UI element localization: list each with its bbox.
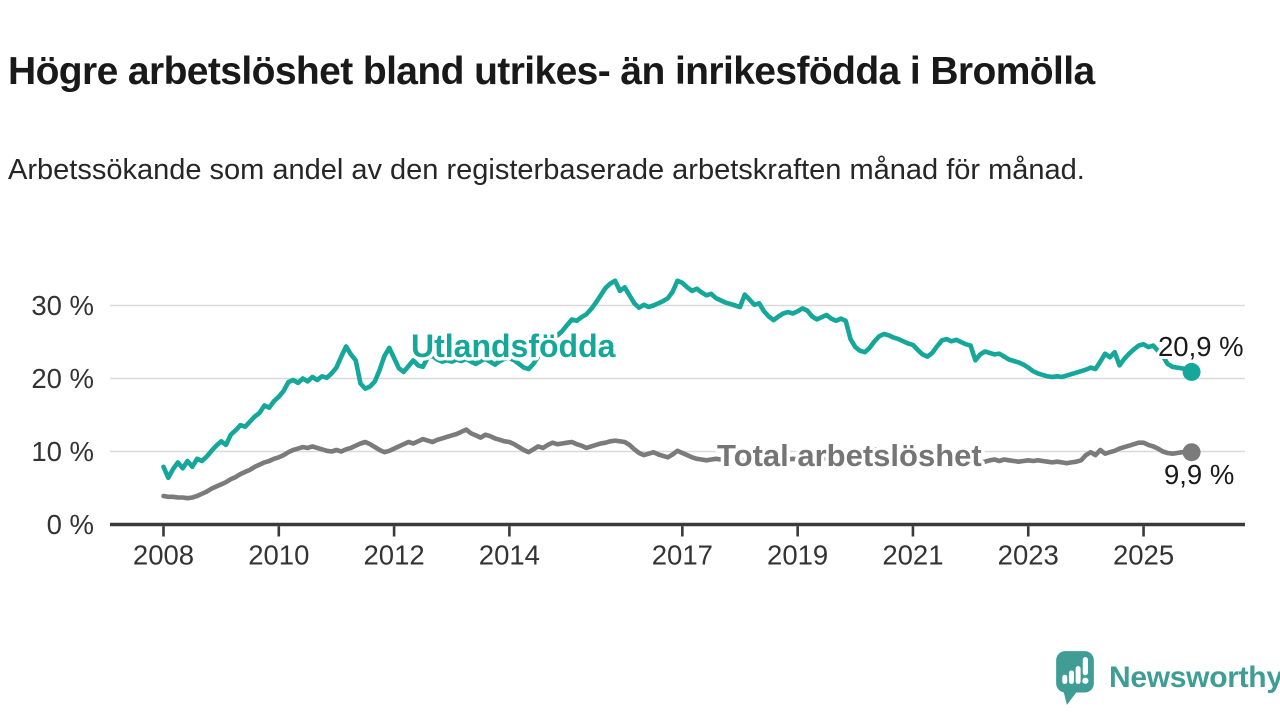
y-tick-label: 30 % (31, 290, 94, 321)
x-tick-label: 2025 (1113, 540, 1174, 571)
end-dot-utlandsfodda (1182, 362, 1201, 381)
end-dot-total (1182, 443, 1201, 462)
x-tick-label: 2012 (364, 540, 425, 571)
chart-subtitle: Arbetssökande som andel av den registerb… (8, 154, 1085, 186)
end-value-label-total: 9,9 % (1164, 459, 1234, 490)
x-tick-label: 2014 (479, 540, 540, 571)
page-title: Högre arbetslöshet bland utrikes- än inr… (8, 50, 1095, 94)
x-tick-label: 2023 (998, 540, 1059, 571)
x-tick-label: 2021 (882, 540, 943, 571)
y-tick-label: 0 % (47, 509, 94, 540)
x-tick-label: 2008 (133, 540, 194, 571)
x-tick-label: 2017 (652, 540, 713, 571)
series-label-total: Total arbetslöshet (717, 438, 982, 473)
series-line-utlandsfodda (161, 278, 1194, 481)
x-tick-label: 2019 (767, 540, 828, 571)
speech-bubble-bar-chart-icon (1056, 651, 1094, 705)
series-line-total (161, 427, 1194, 501)
end-value-label-utlandsfodda: 20,9 % (1158, 331, 1244, 362)
series-label-utlandsfodda: Utlandsfödda (411, 328, 616, 364)
newsworthy-wordmark: Newsworthy (1109, 661, 1280, 694)
x-tick-label: 2010 (248, 540, 309, 571)
y-tick-label: 10 % (31, 436, 94, 467)
y-tick-label: 20 % (31, 363, 94, 394)
newsworthy-logo: Newsworthy (1054, 648, 1280, 708)
